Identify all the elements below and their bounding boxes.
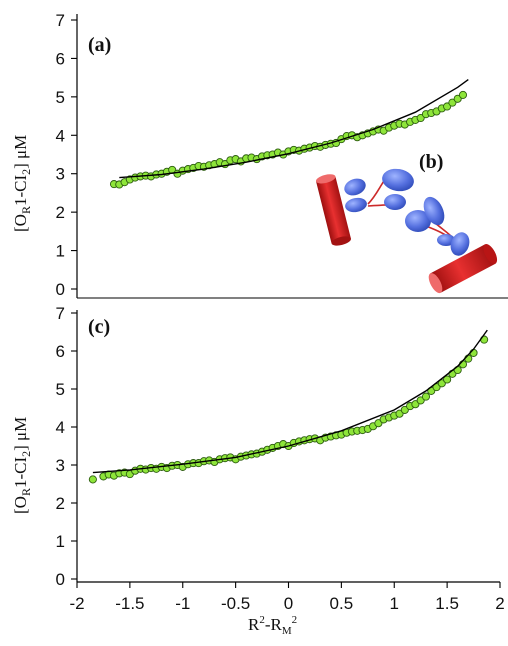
panel-c-data-point bbox=[421, 392, 431, 401]
panel-a: 0 1 2 3 4 5 6 7 (a) [OR1-CI2] μM bbox=[11, 11, 508, 299]
panel-c-x-tick-label: -1 bbox=[175, 594, 190, 613]
dna-cylinder-right bbox=[428, 243, 498, 294]
panel-c: 0 1 2 3 4 5 6 7 -2 -1.5 -1 -0.5 0 0.5 1 1.5 2 (c) [OR1-C… bbox=[11, 304, 505, 637]
panel-c-x-tick-label: 1.5 bbox=[435, 594, 459, 613]
panel-c-y-tick-label: 0 bbox=[56, 570, 65, 589]
panel-a-y-tick-label: 3 bbox=[56, 165, 65, 184]
panel-c-x-tick-label: 2 bbox=[495, 594, 504, 613]
panel-c-y-tick-label: 6 bbox=[56, 342, 65, 361]
panel-c-x-tick-label: -1.5 bbox=[115, 594, 144, 613]
dna-cylinder-left bbox=[315, 174, 351, 246]
panel-a-y-tick-label: 7 bbox=[56, 11, 65, 30]
panel-a-y-tick-label: 2 bbox=[56, 203, 65, 222]
panel-c-data-point bbox=[458, 360, 468, 369]
panel-c-x-tick-label: 0.5 bbox=[330, 594, 354, 613]
panel-c-y-axis-title: [OR1-CI2] μM bbox=[11, 417, 33, 514]
panel-c-data-point bbox=[88, 475, 97, 484]
inset-b-protein-dna-diagram: (b) bbox=[315, 151, 498, 294]
panel-a-label: (a) bbox=[88, 34, 111, 56]
panel-c-x-axis-title: R2-RM2 bbox=[248, 614, 297, 637]
panel-c-y-tick-label: 5 bbox=[56, 380, 65, 399]
panel-a-y-tick-label: 6 bbox=[56, 49, 65, 68]
panel-a-y-tick-label: 1 bbox=[56, 242, 65, 261]
panel-c-data-points bbox=[88, 335, 489, 484]
panel-c-data-point bbox=[469, 348, 478, 357]
panel-c-y-tick-label: 1 bbox=[56, 532, 65, 551]
panel-a-y-tick-label: 0 bbox=[56, 280, 65, 299]
panel-c-data-point bbox=[464, 354, 473, 363]
panel-a-y-ticks: 0 1 2 3 4 5 6 7 bbox=[56, 11, 77, 299]
panel-c-y-tick-label: 3 bbox=[56, 456, 65, 475]
panel-a-data-points bbox=[109, 90, 468, 189]
panel-c-y-tick-label: 7 bbox=[56, 304, 65, 323]
panel-c-x-tick-label: 0 bbox=[284, 594, 293, 613]
panel-c-x-tick-label: 1 bbox=[390, 594, 399, 613]
panel-c-y-tick-label: 2 bbox=[56, 494, 65, 513]
panel-a-y-tick-label: 4 bbox=[56, 126, 65, 145]
panel-c-fit-line bbox=[92, 329, 488, 474]
panel-c-ticks: 0 1 2 3 4 5 6 7 -2 -1.5 -1 -0.5 0 0.5 1 1.5 2 bbox=[56, 304, 505, 613]
panel-a-fit-line bbox=[119, 79, 469, 179]
panel-a-data-point bbox=[458, 90, 468, 99]
panel-c-y-tick-label: 4 bbox=[56, 418, 65, 437]
panel-c-x-tick-label: -0.5 bbox=[221, 594, 250, 613]
panel-c-label: (c) bbox=[88, 316, 110, 338]
panel-a-y-tick-label: 5 bbox=[56, 88, 65, 107]
panel-c-x-tick-label: -2 bbox=[69, 594, 84, 613]
panel-b-label: (b) bbox=[419, 151, 443, 173]
panel-c-data-point bbox=[443, 375, 452, 384]
panel-a-y-axis-title: [OR1-CI2] μM bbox=[11, 135, 33, 232]
protein-domains bbox=[344, 168, 470, 256]
